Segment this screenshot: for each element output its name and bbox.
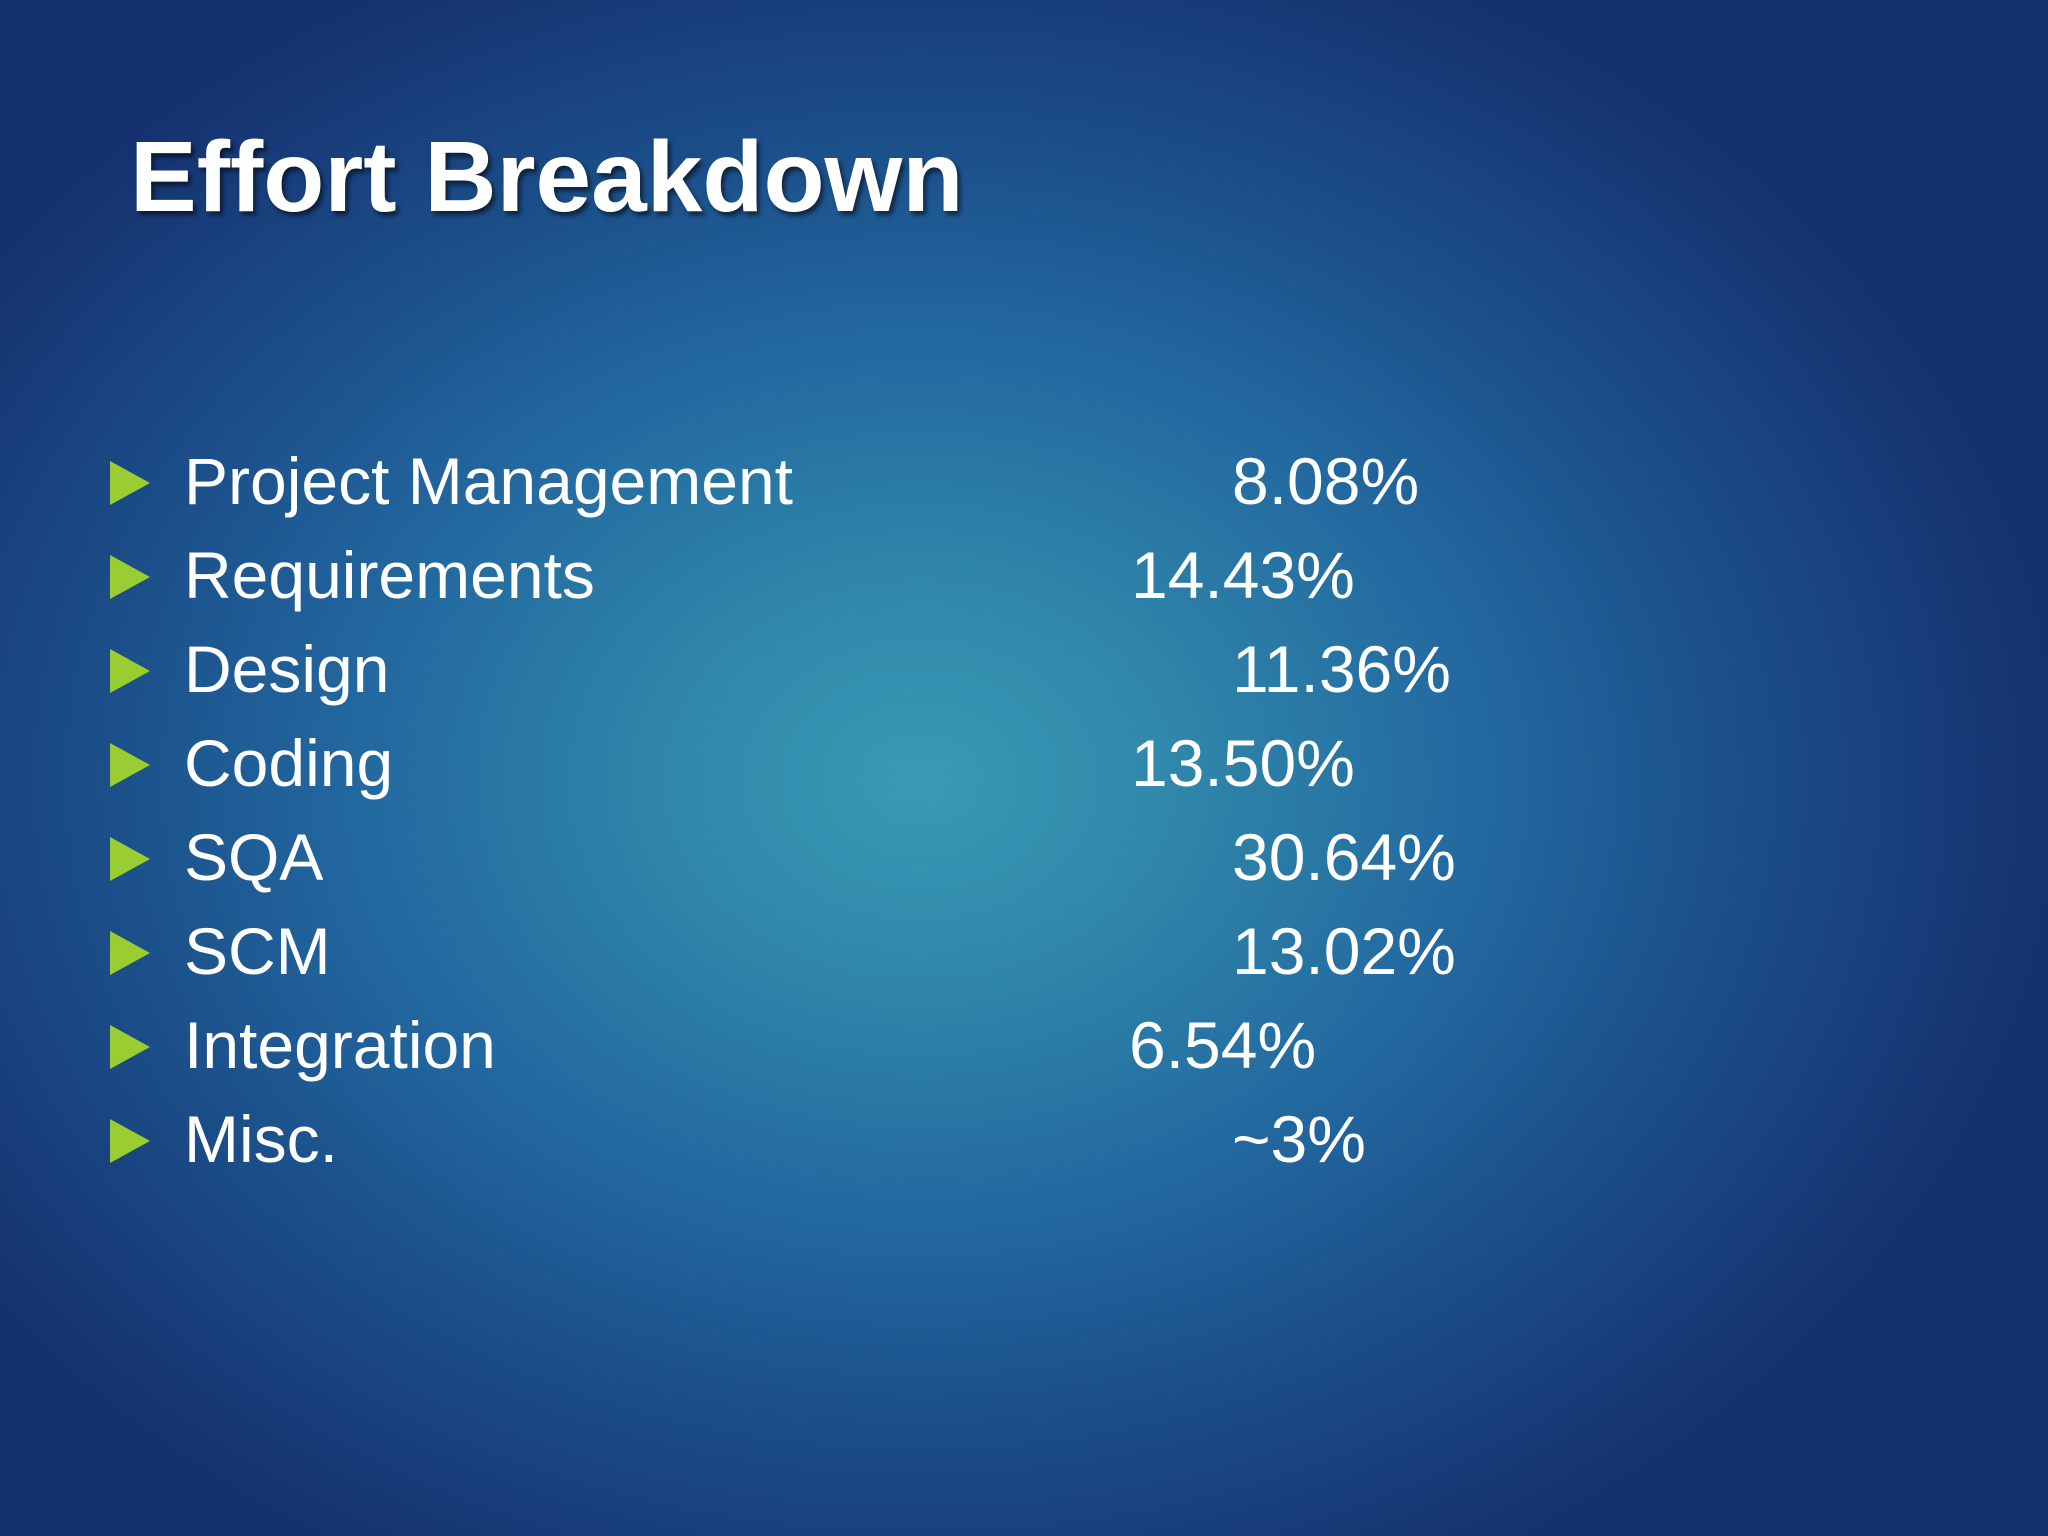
item-label: Misc. bbox=[184, 1102, 338, 1176]
item-value: 6.54% bbox=[1129, 1008, 1317, 1082]
item-value: 30.64% bbox=[1232, 820, 1456, 894]
item-value: 11.36% bbox=[1232, 632, 1451, 706]
triangle-bullet-icon bbox=[110, 555, 150, 599]
item-label: Integration bbox=[184, 1008, 496, 1082]
triangle-bullet-icon bbox=[110, 1025, 150, 1069]
item-label: SCM bbox=[184, 914, 331, 988]
list-item: Requirements 14.43% bbox=[0, 528, 2048, 622]
list-item: Project Management 8.08% bbox=[0, 434, 2048, 528]
item-label: Project Management bbox=[184, 444, 793, 518]
list-item: Integration 6.54% bbox=[0, 998, 2048, 1092]
list-item: Coding 13.50% bbox=[0, 716, 2048, 810]
list-item: SCM 13.02% bbox=[0, 904, 2048, 998]
triangle-bullet-icon bbox=[110, 1119, 150, 1163]
triangle-bullet-icon bbox=[110, 461, 150, 505]
item-label: SQA bbox=[184, 820, 324, 894]
item-value: 8.08% bbox=[1232, 444, 1420, 518]
triangle-bullet-icon bbox=[110, 743, 150, 787]
item-value: ~3% bbox=[1232, 1102, 1366, 1176]
item-label: Coding bbox=[184, 726, 394, 800]
item-value: 13.50% bbox=[1131, 726, 1355, 800]
list-item: SQA 30.64% bbox=[0, 810, 2048, 904]
item-value: 14.43% bbox=[1131, 538, 1355, 612]
item-value: 13.02% bbox=[1232, 914, 1456, 988]
triangle-bullet-icon bbox=[110, 837, 150, 881]
slide-title: Effort Breakdown bbox=[130, 121, 964, 233]
triangle-bullet-icon bbox=[110, 931, 150, 975]
triangle-bullet-icon bbox=[110, 649, 150, 693]
list-item: Misc. ~3% bbox=[0, 1092, 2048, 1186]
item-label: Requirements bbox=[184, 538, 595, 612]
item-label: Design bbox=[184, 632, 390, 706]
list-item: Design 11.36% bbox=[0, 622, 2048, 716]
